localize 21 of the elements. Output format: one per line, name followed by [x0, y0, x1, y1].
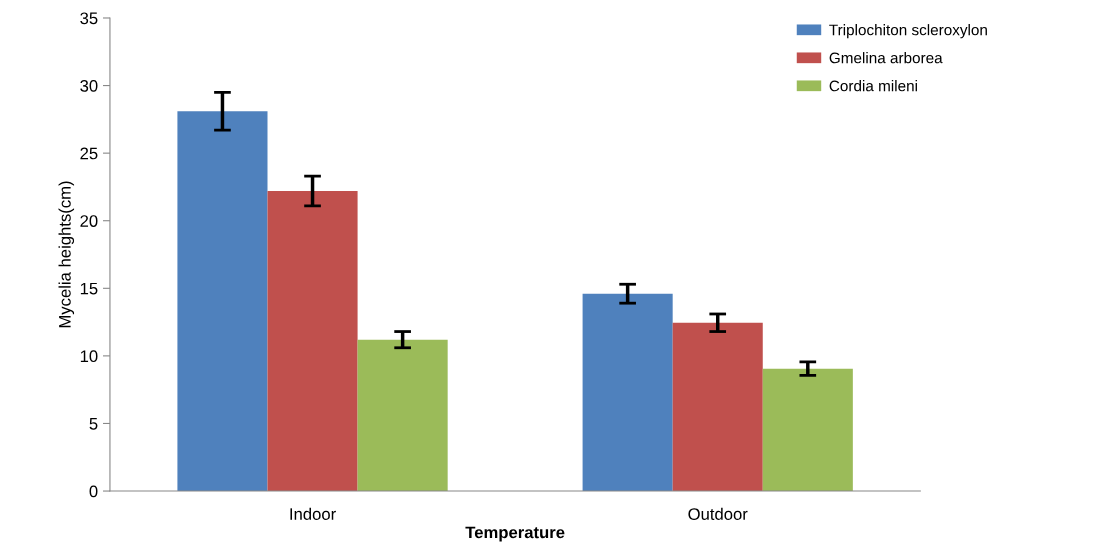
bar	[267, 190, 358, 492]
legend-label: Gmelina arborea	[829, 52, 943, 64]
y-tick-label: 30	[80, 79, 98, 92]
y-tick-label: 25	[80, 147, 98, 160]
y-tick-label: 10	[80, 350, 98, 363]
x-tick-label: Indoor	[290, 507, 336, 520]
bar	[672, 322, 763, 492]
bar	[357, 339, 448, 492]
x-axis-title: Temperature	[465, 526, 565, 542]
bar	[582, 293, 673, 492]
x-tick-label: Outdoor	[688, 507, 748, 520]
y-tick-label: 5	[89, 418, 98, 430]
y-tick-label: 20	[80, 215, 98, 227]
y-tick-label: 0	[89, 485, 98, 498]
y-tick-label: 35	[80, 12, 98, 25]
bar	[762, 368, 853, 492]
legend-label: Cordia mileni	[829, 80, 917, 92]
y-tick-label: 15	[80, 282, 98, 295]
legend-label: Triplochiton scleroxylon	[829, 24, 987, 39]
bar	[177, 111, 268, 492]
y-axis-title: Mycelia heights(cm)	[58, 181, 75, 328]
